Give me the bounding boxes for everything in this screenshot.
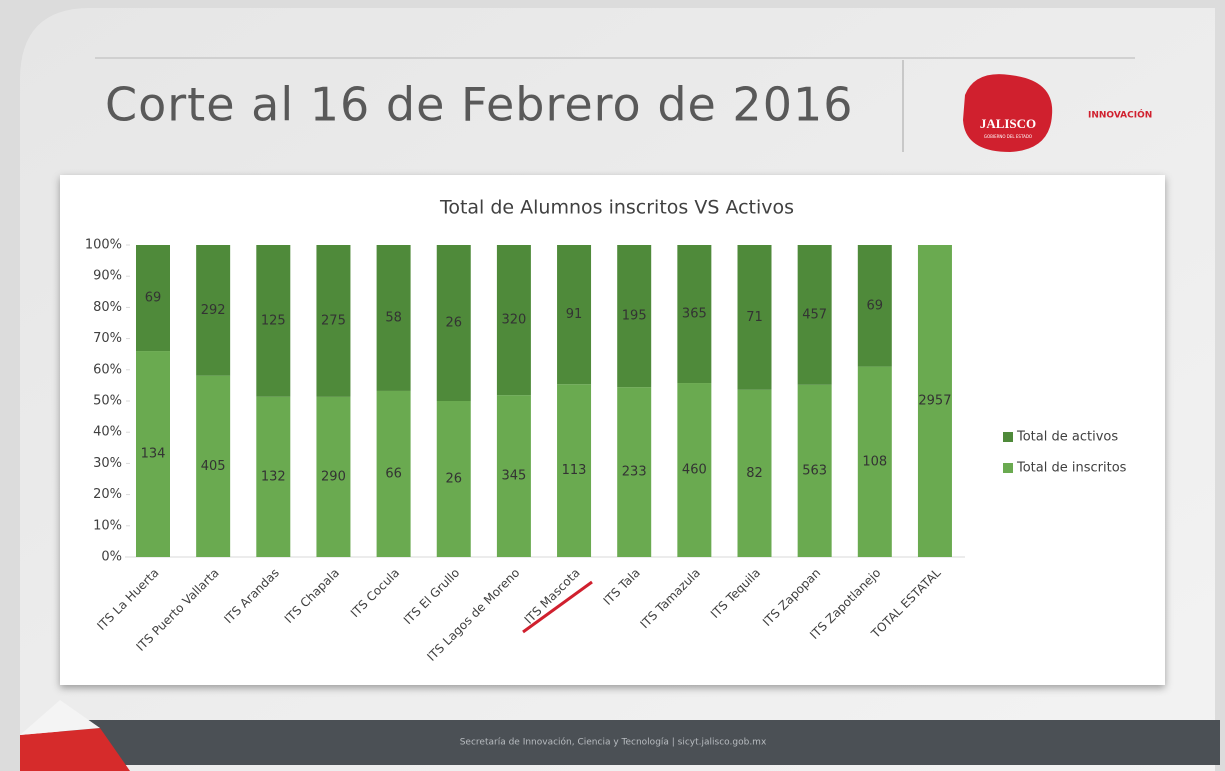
data-label: 58 bbox=[385, 310, 402, 325]
data-label: 292 bbox=[201, 303, 226, 318]
chart-box bbox=[60, 175, 1165, 685]
y-tick-label: 50% bbox=[93, 394, 122, 409]
bar-segment bbox=[557, 245, 592, 385]
data-label: 91 bbox=[566, 307, 583, 322]
bar-segment bbox=[557, 384, 592, 557]
bar-segment bbox=[677, 383, 712, 557]
data-label: 108 bbox=[862, 454, 887, 469]
footer-band bbox=[60, 720, 1220, 765]
bar-segment bbox=[316, 245, 351, 397]
bar-segment bbox=[376, 390, 411, 557]
highlight-underline bbox=[522, 580, 593, 634]
bar-segment bbox=[436, 245, 471, 401]
data-label: 365 bbox=[682, 307, 707, 322]
brand: INNOVACIÓN bbox=[1088, 109, 1152, 121]
y-tick-label: 20% bbox=[93, 487, 122, 502]
bar-segment bbox=[256, 396, 291, 557]
footer-text: Secretaría de Innovación, Ciencia y Tecn… bbox=[460, 737, 767, 748]
y-tick-label: 40% bbox=[93, 425, 122, 440]
data-label: 113 bbox=[562, 463, 587, 478]
bar-segment bbox=[857, 366, 892, 557]
logo-text: JALISCO bbox=[980, 116, 1036, 131]
bar-segment bbox=[677, 245, 712, 384]
data-label: 460 bbox=[682, 463, 707, 478]
bar-segment bbox=[196, 375, 231, 557]
data-label: 26 bbox=[445, 472, 462, 487]
data-label: 290 bbox=[321, 469, 346, 484]
bar-segment bbox=[196, 245, 231, 376]
data-label: 345 bbox=[501, 469, 526, 484]
legend-swatch bbox=[1003, 463, 1013, 473]
data-label: 195 bbox=[622, 309, 647, 324]
data-label: 275 bbox=[321, 313, 346, 328]
bar-segment bbox=[496, 245, 531, 396]
y-tick-label: 30% bbox=[93, 456, 122, 471]
data-label: 66 bbox=[385, 466, 402, 481]
logo bbox=[963, 74, 1053, 152]
bar-segment bbox=[136, 351, 170, 557]
footer-decor bbox=[20, 700, 100, 735]
legend-label: Total de activos bbox=[1016, 430, 1118, 445]
data-label: 320 bbox=[501, 313, 526, 328]
legend-label: Total de inscritos bbox=[1016, 461, 1127, 476]
legend-swatch bbox=[1003, 432, 1013, 442]
y-tick-label: 90% bbox=[93, 269, 122, 284]
bar-segment bbox=[496, 395, 531, 557]
bar-segment bbox=[376, 245, 411, 391]
bar-segment bbox=[256, 245, 291, 397]
footer-decor bbox=[20, 728, 130, 771]
bar-segment bbox=[797, 384, 832, 557]
bar-segment bbox=[436, 401, 471, 557]
data-label: 82 bbox=[746, 466, 763, 481]
data-label: 69 bbox=[145, 291, 162, 306]
slide-title: Corte al 16 de Febrero de 2016 bbox=[105, 78, 854, 132]
bar-segment bbox=[316, 396, 351, 557]
bar-segment bbox=[617, 245, 652, 388]
data-label: 71 bbox=[746, 310, 763, 325]
y-tick-label: 0% bbox=[101, 550, 122, 565]
y-tick-label: 100% bbox=[85, 238, 122, 253]
data-label: 233 bbox=[622, 465, 647, 480]
data-label: 405 bbox=[201, 459, 226, 474]
data-label: 457 bbox=[802, 307, 827, 322]
data-label: 69 bbox=[867, 298, 884, 313]
data-label: 132 bbox=[261, 469, 286, 484]
y-tick-label: 80% bbox=[93, 300, 122, 315]
data-label: 125 bbox=[261, 313, 286, 328]
y-tick-label: 60% bbox=[93, 362, 122, 377]
bar-segment bbox=[917, 245, 952, 557]
bar-segment bbox=[617, 387, 652, 557]
data-label: 2957 bbox=[918, 394, 951, 409]
logo-subtext: GOBIERNO DEL ESTADO bbox=[984, 134, 1032, 139]
data-label: 134 bbox=[141, 447, 166, 462]
bar-segment bbox=[797, 245, 832, 385]
chart-title: Total de Alumnos inscritos VS Activos bbox=[439, 197, 794, 219]
bar-segment bbox=[737, 245, 772, 390]
bar-segment bbox=[737, 389, 772, 557]
bar-segment bbox=[857, 245, 892, 367]
bar-segment bbox=[136, 245, 170, 352]
y-tick-label: 10% bbox=[93, 518, 122, 533]
y-tick-label: 70% bbox=[93, 331, 122, 346]
data-label: 563 bbox=[802, 463, 827, 478]
data-label: 26 bbox=[445, 316, 462, 331]
